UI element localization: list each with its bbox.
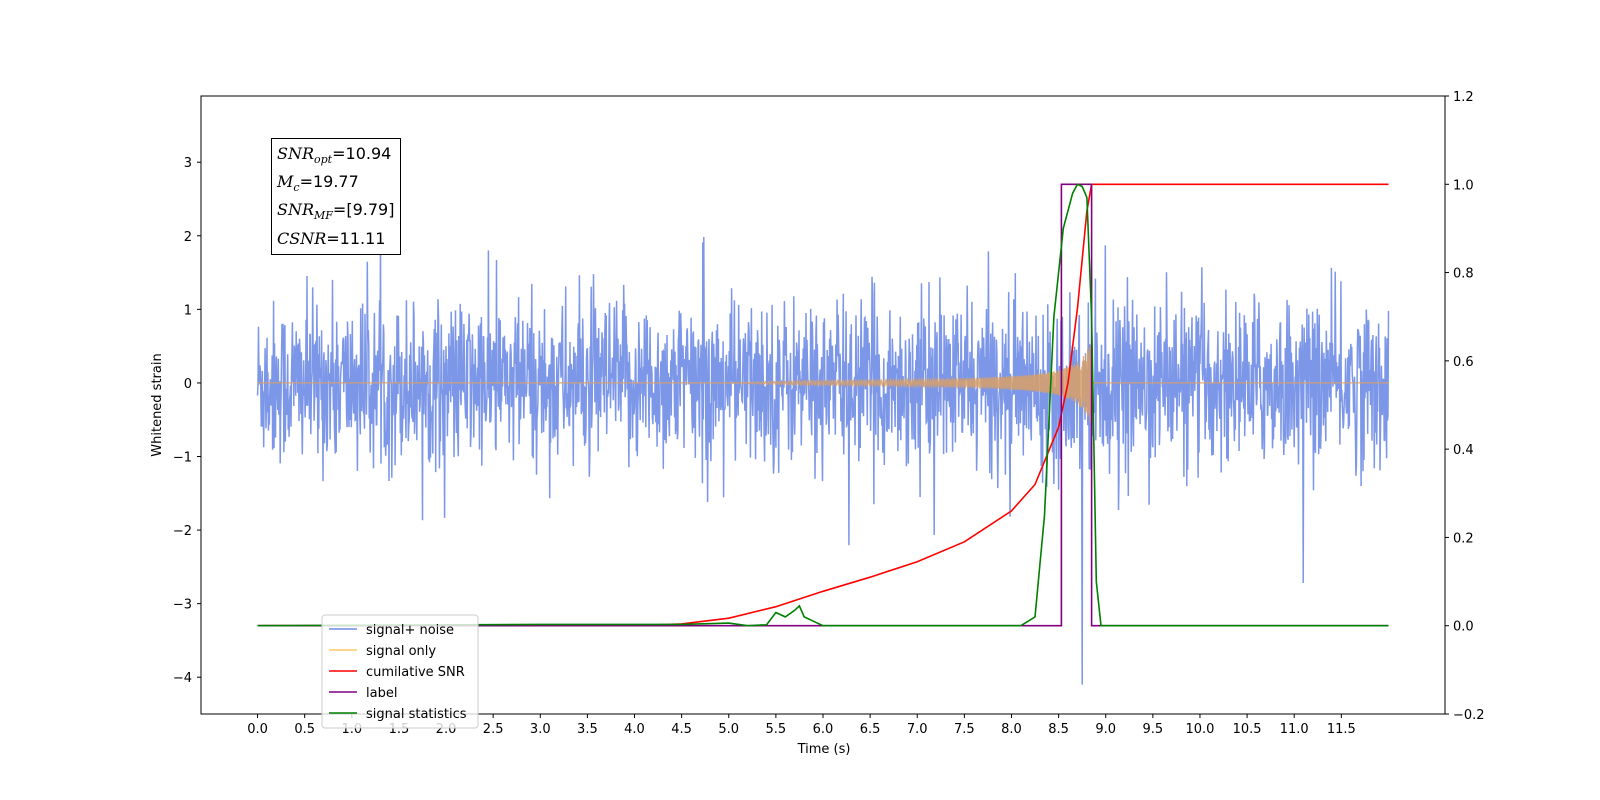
y-right-tick-label: 1.0 bbox=[1453, 178, 1474, 193]
x-tick-label: 8.0 bbox=[1001, 722, 1022, 737]
snr-opt-line: SNRopt=10.94 bbox=[277, 144, 392, 167]
x-tick-label: 7.0 bbox=[907, 722, 928, 737]
y-right-tick-label: 1.2 bbox=[1453, 90, 1474, 105]
signal-noise-series bbox=[256, 228, 1390, 685]
x-tick-label: 2.5 bbox=[483, 722, 504, 737]
x-tick-label: 10.0 bbox=[1185, 722, 1214, 737]
y-right-tick-label: 0.6 bbox=[1453, 355, 1474, 370]
x-tick-label: 8.5 bbox=[1048, 722, 1069, 737]
x-tick-label: 11.0 bbox=[1280, 722, 1309, 737]
y-right-tick-label: 0.2 bbox=[1453, 531, 1474, 546]
x-tick-label: 10.5 bbox=[1233, 722, 1262, 737]
signal-statistics-line bbox=[257, 183, 1389, 627]
y-tick-label: −2 bbox=[173, 524, 192, 539]
legend-label: signal statistics bbox=[366, 707, 467, 722]
cumulative-snr-line bbox=[257, 183, 1389, 627]
y-tick-label: −1 bbox=[173, 451, 192, 466]
x-tick-label: 11.5 bbox=[1327, 722, 1356, 737]
x-tick-label: 7.5 bbox=[954, 722, 975, 737]
signal-noise-line bbox=[256, 228, 1390, 685]
legend-label: signal only bbox=[366, 644, 436, 659]
signal-only-series bbox=[257, 345, 1389, 423]
csnr-line: CSNR=11.11 bbox=[277, 228, 386, 248]
x-tick-label: 3.0 bbox=[530, 722, 551, 737]
y-tick-label: 1 bbox=[184, 303, 192, 318]
y-tick-label: 3 bbox=[184, 156, 192, 171]
snr-mf-line: SNRMF=[9.79] bbox=[277, 200, 395, 223]
x-tick-label: 6.5 bbox=[860, 722, 881, 737]
y-axis-label: Whitened strain bbox=[150, 353, 165, 456]
x-tick-label: 5.5 bbox=[766, 722, 787, 737]
y-right-tick-label: 0.4 bbox=[1453, 443, 1474, 458]
y-tick-label: −3 bbox=[173, 598, 192, 613]
legend: signal+ noise signal only cumilative SNR la… bbox=[321, 614, 479, 729]
y-tick-label: 2 bbox=[184, 230, 192, 245]
legend-label: label bbox=[366, 686, 397, 701]
y-right-tick-label: 0.8 bbox=[1453, 267, 1474, 282]
x-tick-label: 6.0 bbox=[813, 722, 834, 737]
x-tick-label: 9.0 bbox=[1095, 722, 1116, 737]
y-tick-label: 0 bbox=[184, 377, 192, 392]
x-tick-label: 3.5 bbox=[577, 722, 598, 737]
legend-box bbox=[321, 614, 479, 729]
legend-label: cumilative SNR bbox=[366, 665, 465, 680]
x-tick-label: 5.0 bbox=[718, 722, 739, 737]
chirp-mass-line: Mc=19.77 bbox=[277, 172, 359, 195]
y-right-tick-label: −0.2 bbox=[1453, 708, 1485, 723]
x-tick-label: 9.5 bbox=[1143, 722, 1164, 737]
x-tick-label: 4.5 bbox=[671, 722, 692, 737]
y-right-tick-label: 0.0 bbox=[1453, 620, 1474, 635]
x-axis-label: Time (s) bbox=[797, 742, 851, 757]
y-tick-label: −4 bbox=[173, 671, 192, 686]
signal-only-line bbox=[257, 345, 1389, 423]
x-tick-label: 0.0 bbox=[247, 722, 268, 737]
x-tick-label: 0.5 bbox=[294, 722, 315, 737]
right-axis-series bbox=[257, 183, 1389, 627]
x-tick-label: 4.0 bbox=[624, 722, 645, 737]
snr-annotation-box: SNRopt=10.94 Mc=19.77 SNRMF=[9.79] CSNR=… bbox=[271, 138, 402, 255]
axes: 0.0 0.5 1.0 1.5 2.0 2.5 3.0 3.5 4.0 4.5 5.0 5.5 6.0 6… bbox=[173, 90, 1485, 737]
legend-label: signal+ noise bbox=[366, 623, 454, 638]
